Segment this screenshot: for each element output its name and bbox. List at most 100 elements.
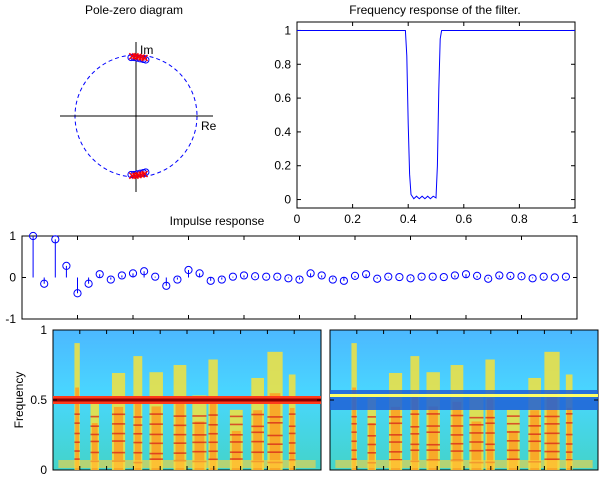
harmonic <box>173 452 187 454</box>
impulse-plot: -1 0 1 <box>5 229 578 326</box>
harmonic <box>506 458 520 461</box>
harmonic <box>192 441 207 444</box>
spectral-burst-core <box>231 430 241 470</box>
harmonic <box>173 433 187 436</box>
harmonic <box>410 433 420 435</box>
tone-band-core <box>53 398 321 402</box>
spectrogram-before-image <box>53 343 321 470</box>
impulse-marker <box>117 271 127 280</box>
impulse-marker <box>328 275 337 284</box>
harmonic <box>450 442 464 445</box>
pole-marker-stroke <box>137 53 145 61</box>
harmonic <box>388 422 403 425</box>
freq-response-line <box>297 30 575 200</box>
spectral-burst-core <box>253 410 263 470</box>
impulse-marker <box>184 265 193 275</box>
spectral-burst-core <box>91 423 98 470</box>
impulse-marker <box>284 274 293 283</box>
harmonic <box>90 425 99 427</box>
harmonic <box>528 415 542 417</box>
impulse-marker <box>151 272 160 281</box>
harmonic <box>544 442 560 445</box>
harmonic <box>251 440 265 443</box>
harmonic <box>367 443 376 446</box>
impulse-ytick-label: -1 <box>5 312 16 326</box>
pole-zero-plot: Re Im <box>60 42 217 192</box>
impulse-stems <box>28 231 571 298</box>
harmonic <box>208 414 218 416</box>
harmonic <box>410 449 420 452</box>
harmonic <box>229 433 243 436</box>
harmonic <box>388 459 403 461</box>
spectral-burst-core <box>368 423 375 470</box>
impulse-marker <box>339 276 348 285</box>
impulse-marker <box>162 281 171 290</box>
harmonic <box>528 450 542 452</box>
harmonic <box>74 450 80 452</box>
harmonic <box>367 434 376 437</box>
harmonic <box>544 423 560 425</box>
harmonic <box>90 440 99 443</box>
pole-zero-ylabel: Im <box>140 43 153 57</box>
harmonic <box>267 422 283 424</box>
harmonic <box>229 441 243 443</box>
harmonic <box>351 449 357 452</box>
harmonic <box>111 432 126 435</box>
harmonic <box>450 425 464 427</box>
harmonic <box>565 459 573 461</box>
notch-edge <box>330 394 598 397</box>
impulse-marker <box>62 261 71 270</box>
harmonic <box>388 441 403 443</box>
impulse-marker <box>95 270 104 279</box>
harmonic <box>267 451 283 453</box>
freq-ytick-label: 0 <box>284 193 291 207</box>
impulse-marker <box>239 271 249 280</box>
spectrogram-before: 00.51 <box>30 323 322 477</box>
harmonic <box>410 425 420 428</box>
pole-zero-marks <box>127 52 150 180</box>
impulse-marker <box>384 272 393 281</box>
spectral-burst-core <box>194 421 205 470</box>
impulse-marker <box>228 272 237 281</box>
harmonic <box>229 423 243 426</box>
harmonic <box>288 452 296 455</box>
harmonic <box>469 424 484 426</box>
harmonic <box>506 415 520 417</box>
impulse-marker <box>128 269 138 278</box>
harmonic <box>192 422 207 424</box>
impulse-marker <box>362 270 371 279</box>
impulse-marker <box>84 279 93 288</box>
spectral-burst-core <box>471 421 482 470</box>
harmonic <box>565 443 573 445</box>
spectral-burst-core <box>530 410 540 470</box>
harmonic <box>367 452 376 454</box>
impulse-marker <box>217 275 226 284</box>
impulse-marker <box>495 271 504 280</box>
impulse-marker <box>473 271 482 280</box>
harmonic <box>74 441 80 444</box>
freq-ytick-label: 0.6 <box>274 91 291 105</box>
harmonic <box>74 413 80 415</box>
harmonic <box>426 449 440 451</box>
harmonic <box>208 432 218 435</box>
harmonic <box>90 451 99 454</box>
harmonic <box>288 442 296 444</box>
harmonic <box>388 416 403 418</box>
spectrogram-after-image <box>330 343 598 470</box>
harmonic <box>149 442 163 445</box>
spectral-burst-core <box>390 406 401 470</box>
spectral-burst-core <box>428 406 438 470</box>
freq-response-title: Frequency response of the filter. <box>349 3 520 17</box>
harmonic <box>450 450 464 452</box>
harmonic <box>111 413 126 416</box>
impulse-marker <box>206 276 215 285</box>
harmonic <box>133 432 143 435</box>
impulse-marker <box>506 271 515 280</box>
harmonic <box>544 415 560 418</box>
impulse-marker <box>295 275 304 284</box>
harmonic <box>388 451 403 453</box>
spectral-burst-core <box>75 387 79 470</box>
harmonic <box>192 450 207 453</box>
harmonic <box>288 413 296 415</box>
